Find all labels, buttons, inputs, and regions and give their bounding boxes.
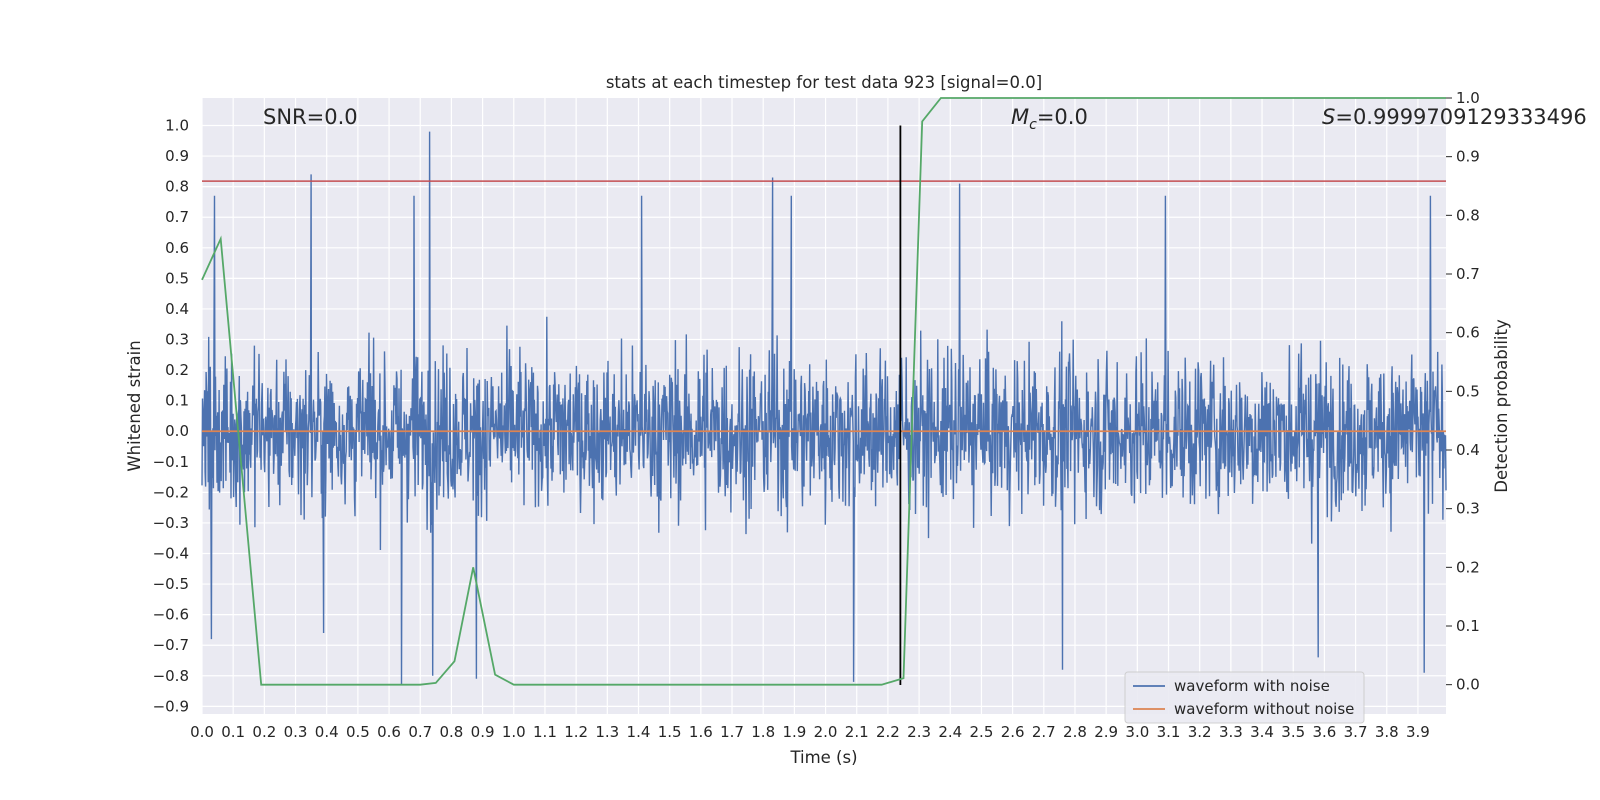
x-tick-label-33: 3.3 — [1219, 723, 1243, 741]
y-tick-left-label-7: −0.2 — [153, 483, 189, 501]
y-tick-right-label-9: 0.9 — [1456, 148, 1480, 166]
x-tick-label-29: 2.9 — [1094, 723, 1118, 741]
y-tick-right-label-6: 0.6 — [1456, 324, 1480, 342]
y-tick-left-label-3: −0.6 — [153, 606, 189, 624]
x-tick-label-8: 0.8 — [439, 723, 463, 741]
x-tick-label-38: 3.8 — [1375, 723, 1399, 741]
y-tick-left-label-8: −0.1 — [153, 453, 189, 471]
noise-trace — [201, 131, 1447, 686]
y-tick-right-label-7: 0.7 — [1456, 265, 1480, 283]
x-axis-ticks: 0.0 0.1 0.2 0.3 0.4 0.5 0.6 0.7 0.8 0.9 1.0 1.1 1.2 1… — [190, 723, 1430, 741]
waveform-with-noise-line — [201, 131, 1447, 686]
x-tick-label-24: 2.4 — [938, 723, 962, 741]
y-tick-left-label-0: −0.9 — [153, 697, 189, 715]
y-tick-left-label-5: −0.4 — [153, 545, 189, 563]
x-tick-label-22: 2.2 — [876, 723, 900, 741]
x-tick-label-36: 3.6 — [1312, 723, 1336, 741]
x-tick-label-9: 0.9 — [471, 723, 495, 741]
y-tick-left-label-4: −0.5 — [153, 575, 189, 593]
detection-probability-line — [201, 97, 1446, 686]
y-tick-left-label-1: −0.8 — [153, 667, 189, 685]
y-tick-left-label-18: 0.9 — [165, 147, 189, 165]
x-tick-label-34: 3.4 — [1250, 723, 1274, 741]
x-tick-label-35: 3.5 — [1281, 723, 1305, 741]
x-tick-label-11: 1.1 — [533, 723, 557, 741]
x-tick-label-23: 2.3 — [907, 723, 931, 741]
left-y-axis-ticks: −0.9 −0.8 −0.7 −0.6 −0.5 −0.4 −0.3 −0.2 −0.1 0.0 0… — [153, 117, 189, 716]
x-tick-label-14: 1.4 — [627, 723, 651, 741]
y-tick-left-label-16: 0.7 — [165, 208, 189, 226]
y-tick-right-label-5: 0.5 — [1456, 382, 1480, 400]
y-tick-right-label-1: 0.1 — [1456, 617, 1480, 635]
x-tick-label-2: 0.2 — [252, 723, 276, 741]
x-tick-label-6: 0.6 — [377, 723, 401, 741]
x-tick-label-21: 2.1 — [845, 723, 869, 741]
x-tick-label-26: 2.6 — [1001, 723, 1025, 741]
x-tick-label-12: 1.2 — [564, 723, 588, 741]
y-tick-left-label-10: 0.1 — [165, 392, 189, 410]
x-tick-label-39: 3.9 — [1406, 723, 1430, 741]
x-tick-label-28: 2.8 — [1063, 723, 1087, 741]
y-tick-right-label-3: 0.3 — [1456, 500, 1480, 518]
x-tick-label-5: 0.5 — [346, 723, 370, 741]
legend-label-clean: waveform without noise — [1174, 700, 1354, 718]
x-axis-label: Time (s) — [789, 748, 857, 767]
legend: waveform with noise waveform without noi… — [1124, 671, 1365, 724]
x-tick-label-3: 0.3 — [284, 723, 308, 741]
snr-annotation: SNR=0.0 — [263, 105, 358, 129]
x-tick-label-15: 1.5 — [658, 723, 682, 741]
x-tick-label-10: 1.0 — [502, 723, 526, 741]
x-tick-label-32: 3.2 — [1188, 723, 1212, 741]
y-tick-left-label-9: 0.0 — [165, 422, 189, 440]
y-tick-left-label-12: 0.3 — [165, 331, 189, 349]
s-annotation: S=0.9999709129333496 — [1322, 105, 1587, 129]
x-tick-label-19: 1.9 — [782, 723, 806, 741]
y-tick-right-label-4: 0.4 — [1456, 441, 1480, 459]
y-tick-left-label-11: 0.2 — [165, 361, 189, 379]
y-tick-left-label-6: −0.3 — [153, 514, 189, 532]
x-tick-label-25: 2.5 — [970, 723, 994, 741]
x-tick-label-37: 3.7 — [1344, 723, 1368, 741]
y-axis-label-right: Detection probability — [1492, 319, 1511, 493]
x-tick-label-4: 0.4 — [315, 723, 339, 741]
y-tick-left-label-13: 0.4 — [165, 300, 189, 318]
right-y-axis-ticks: 0.0 0.1 0.2 0.3 0.4 0.5 0.6 0.7 0.8 0.9 1.0 — [1446, 89, 1480, 694]
y-axis-label-left: Whitened strain — [125, 340, 144, 471]
x-tick-label-16: 1.6 — [689, 723, 713, 741]
legend-label-noise: waveform with noise — [1174, 677, 1330, 695]
x-tick-label-13: 1.3 — [595, 723, 619, 741]
y-tick-right-label-0: 0.0 — [1456, 676, 1480, 694]
y-tick-left-label-17: 0.8 — [165, 178, 189, 196]
y-tick-left-label-2: −0.7 — [153, 636, 189, 654]
y-tick-right-label-8: 0.8 — [1456, 206, 1480, 224]
chart-title: stats at each timestep for test data 923… — [606, 73, 1042, 92]
x-tick-label-18: 1.8 — [751, 723, 775, 741]
x-tick-label-7: 0.7 — [408, 723, 432, 741]
y-tick-left-label-15: 0.6 — [165, 239, 189, 257]
x-tick-label-1: 0.1 — [221, 723, 245, 741]
y-tick-right-label-10: 1.0 — [1456, 89, 1480, 107]
legend-box — [1124, 671, 1365, 724]
mc-annotation: Mc=0.0 — [1011, 105, 1088, 133]
x-tick-label-31: 3.1 — [1157, 723, 1181, 741]
x-tick-label-17: 1.7 — [720, 723, 744, 741]
y-tick-left-label-14: 0.5 — [165, 269, 189, 287]
x-tick-label-27: 2.7 — [1032, 723, 1056, 741]
x-tick-label-0: 0.0 — [190, 723, 214, 741]
x-tick-label-30: 3.0 — [1125, 723, 1149, 741]
y-tick-left-label-19: 1.0 — [165, 117, 189, 135]
x-tick-label-20: 2.0 — [814, 723, 838, 741]
y-tick-right-label-2: 0.2 — [1456, 558, 1480, 576]
